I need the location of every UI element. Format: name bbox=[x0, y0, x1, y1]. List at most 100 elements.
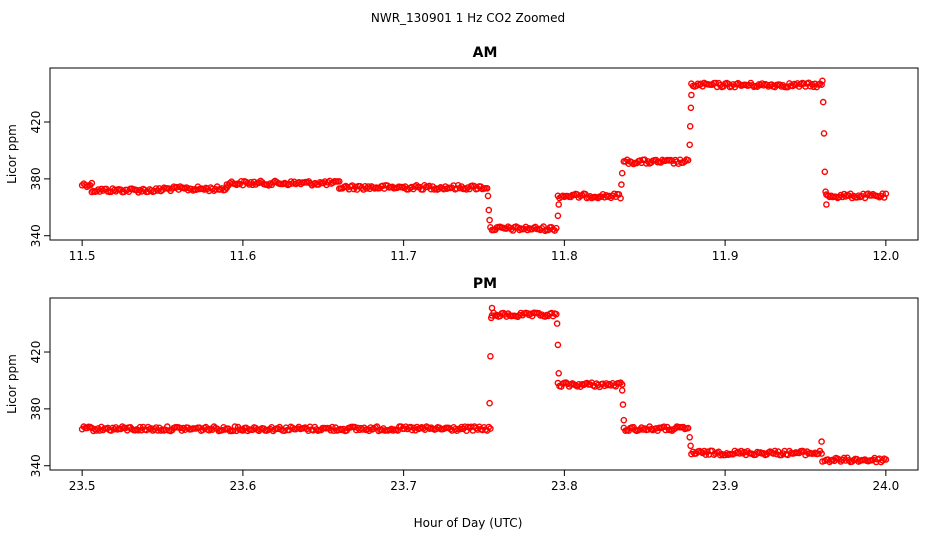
transition-point bbox=[555, 201, 563, 208]
transition-point bbox=[686, 141, 694, 149]
transition-point bbox=[554, 212, 562, 220]
data-point bbox=[425, 182, 433, 190]
panel-am-frame bbox=[49, 67, 919, 241]
x-tick-label: 11.8 bbox=[551, 249, 578, 263]
data-point bbox=[641, 156, 649, 163]
transition-point bbox=[819, 458, 826, 465]
transition-point bbox=[823, 201, 830, 208]
y-tick-label: 420 bbox=[29, 111, 43, 134]
data-point bbox=[617, 194, 624, 202]
data-point bbox=[348, 182, 356, 189]
transition-point bbox=[553, 320, 561, 327]
data-point bbox=[578, 191, 586, 199]
transition-point bbox=[554, 341, 562, 349]
x-tick-label: 11.5 bbox=[69, 249, 96, 263]
y-tick-label: 380 bbox=[29, 167, 43, 190]
transition-point bbox=[819, 98, 827, 106]
data-point bbox=[700, 447, 708, 455]
data-point bbox=[684, 424, 692, 432]
x-tick-label: 23.7 bbox=[390, 479, 417, 493]
panel-pm-title: PM bbox=[473, 276, 497, 292]
data-point bbox=[487, 425, 494, 432]
x-axis-label: Hour of Day (UTC) bbox=[414, 516, 523, 530]
data-point bbox=[327, 426, 335, 434]
panel-pm-points bbox=[78, 304, 890, 466]
data-point bbox=[413, 181, 420, 189]
transition-point bbox=[688, 91, 695, 99]
data-point bbox=[205, 426, 213, 434]
data-point bbox=[882, 190, 890, 198]
data-point bbox=[684, 156, 692, 164]
transition-point bbox=[822, 188, 829, 195]
panel-am-points bbox=[78, 77, 890, 235]
transition-point bbox=[818, 438, 825, 445]
panel-am-ylabel: Licor ppm bbox=[5, 124, 19, 184]
data-point bbox=[660, 423, 668, 431]
data-point bbox=[879, 190, 886, 197]
data-point bbox=[483, 184, 491, 192]
transition-point bbox=[821, 168, 829, 176]
data-point bbox=[602, 191, 610, 199]
data-point bbox=[594, 194, 602, 202]
data-point bbox=[818, 450, 825, 457]
panel-pm-ylabel: Licor ppm bbox=[5, 354, 19, 414]
data-point bbox=[553, 224, 560, 232]
panel-pm-x-axis: 23.5 23.6 23.7 23.8 23.9 24.0 bbox=[69, 470, 899, 493]
transition-point bbox=[487, 314, 495, 322]
panel-pm-frame bbox=[49, 297, 919, 471]
panel-am-x-axis: 11.5 11.6 11.7 11.8 11.9 12.0 bbox=[69, 240, 899, 263]
transition-point bbox=[555, 369, 563, 377]
data-point bbox=[509, 227, 517, 234]
transition-point bbox=[819, 77, 826, 85]
data-point bbox=[771, 447, 779, 455]
data-point bbox=[88, 179, 96, 187]
x-tick-label: 23.6 bbox=[230, 479, 257, 493]
x-tick-label: 11.7 bbox=[390, 249, 417, 263]
x-tick-label: 24.0 bbox=[872, 479, 899, 493]
x-tick-label: 11.6 bbox=[230, 249, 257, 263]
transition-point bbox=[485, 206, 493, 214]
transition-point bbox=[686, 433, 694, 441]
transition-point bbox=[488, 304, 496, 312]
x-tick-label: 12.0 bbox=[872, 249, 899, 263]
y-tick-label: 340 bbox=[29, 454, 43, 477]
data-point bbox=[524, 309, 531, 317]
transition-point bbox=[620, 416, 628, 424]
data-point bbox=[485, 423, 493, 431]
data-point bbox=[842, 193, 850, 200]
data-point bbox=[119, 423, 126, 430]
panel-pm: PM Licor ppm 23.5 23.6 23.7 23.8 23.9 24.0 34… bbox=[5, 276, 919, 493]
chart-title: NWR_130901 1 Hz CO2 Zoomed bbox=[371, 11, 565, 25]
data-point bbox=[335, 178, 343, 185]
transition-point bbox=[487, 352, 494, 360]
transition-point bbox=[820, 130, 828, 137]
data-point bbox=[553, 310, 560, 318]
transition-point bbox=[484, 192, 492, 200]
data-point bbox=[615, 191, 623, 198]
data-point bbox=[83, 183, 91, 191]
x-tick-label: 23.5 bbox=[69, 479, 96, 493]
data-point bbox=[882, 456, 890, 463]
panel-pm-y-axis: 340 380 420 bbox=[29, 341, 50, 477]
data-point bbox=[879, 457, 886, 464]
transition-point bbox=[618, 181, 625, 188]
transition-point bbox=[687, 104, 695, 112]
y-tick-label: 380 bbox=[29, 397, 43, 420]
transition-point bbox=[686, 123, 694, 130]
y-tick-label: 340 bbox=[29, 224, 43, 247]
panel-am-title: AM bbox=[473, 45, 498, 61]
data-point bbox=[818, 81, 825, 88]
x-tick-label: 11.9 bbox=[712, 249, 739, 263]
data-point bbox=[861, 194, 869, 202]
data-point bbox=[805, 79, 813, 87]
data-point bbox=[90, 427, 97, 435]
x-tick-label: 23.8 bbox=[551, 479, 578, 493]
data-point bbox=[541, 313, 549, 320]
transition-point bbox=[486, 216, 493, 224]
x-tick-label: 23.9 bbox=[712, 479, 739, 493]
transition-point bbox=[486, 399, 493, 407]
transition-point bbox=[618, 387, 626, 394]
data-point bbox=[328, 423, 336, 431]
transition-point bbox=[618, 169, 626, 177]
